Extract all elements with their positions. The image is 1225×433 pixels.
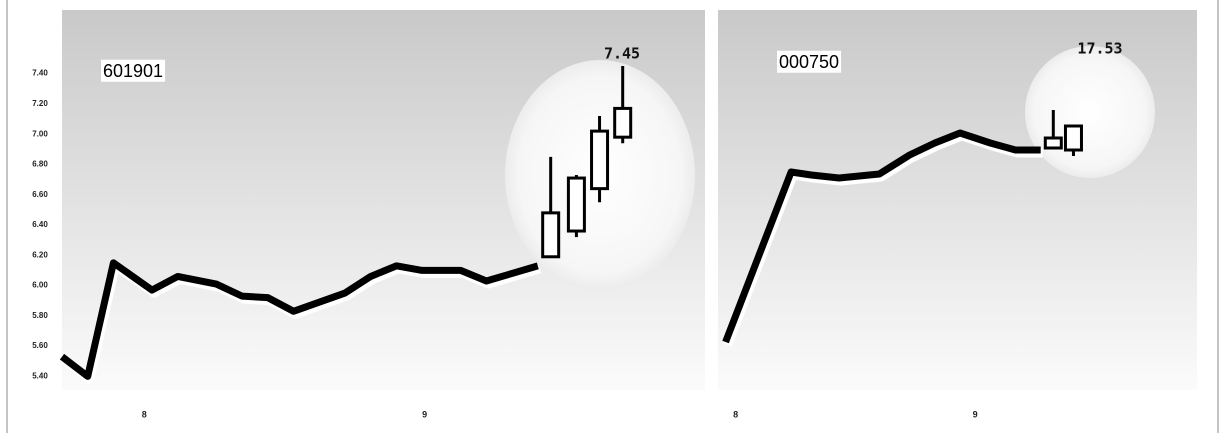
candle-body [613, 106, 633, 139]
y-tick-label: 6.00 [32, 281, 48, 290]
candle-body [590, 129, 610, 191]
annotation: 7.45 [604, 45, 640, 63]
candle-body [1063, 124, 1083, 152]
x-tick-label: 9 [422, 409, 427, 419]
candle-body [541, 211, 561, 259]
y-tick-label: 7.40 [32, 69, 48, 78]
y-tick-label: 6.20 [32, 250, 48, 259]
candle-body [1043, 136, 1063, 150]
line [59, 259, 539, 380]
line [722, 129, 1041, 344]
x-tick-label: 8 [733, 409, 738, 419]
highlight [1025, 46, 1155, 178]
y-tick-label: 6.80 [32, 160, 48, 169]
stock-code: 601901 [103, 61, 163, 81]
y-tick-label: 5.60 [32, 341, 48, 350]
stock-code: 000750 [779, 52, 839, 72]
y-tick-label: 5.40 [32, 371, 48, 380]
y-tick-label: 7.20 [32, 99, 48, 108]
y-tick-label: 6.40 [32, 220, 48, 229]
chart: 8 9 000750 17.53 [718, 10, 1197, 419]
y-tick-label: 5.80 [32, 311, 48, 320]
y-tick-label: 6.60 [32, 190, 48, 199]
y-tick-label: 7.00 [32, 129, 48, 138]
annotation: 17.53 [1077, 40, 1122, 58]
candle-body [566, 176, 586, 233]
stock-code-box [101, 59, 166, 82]
x-tick-label: 8 [142, 409, 147, 419]
chart: 7.40 7.20 7.00 6.80 6.60 6.40 6.20 6.00 5.80 5.60… [32, 10, 705, 419]
stock-code-box [777, 50, 842, 73]
x-tick-label: 9 [973, 409, 978, 419]
charts: 7.40 7.20 7.00 6.80 6.60 6.40 6.20 6.00 5.80 5.60… [32, 10, 1197, 419]
